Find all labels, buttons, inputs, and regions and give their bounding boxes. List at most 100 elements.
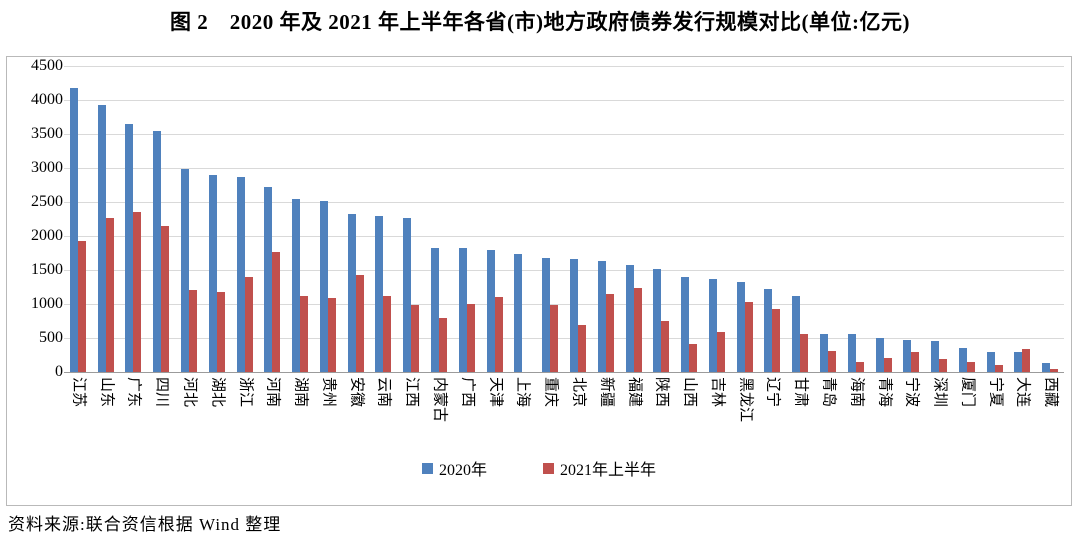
x-label-西藏: 西藏	[1042, 377, 1059, 408]
source-note: 资料来源:联合资信根据 Wind 整理	[8, 515, 282, 534]
plot-area	[64, 66, 1064, 373]
bar-2021h1-江苏	[77, 241, 86, 372]
bar-2021h1-黑龙江	[744, 302, 753, 372]
x-label-安徽: 安徽	[348, 377, 365, 408]
bar-2020-吉林	[708, 279, 717, 372]
x-label-宁夏: 宁夏	[987, 377, 1004, 408]
x-label-河北: 河北	[181, 377, 198, 408]
bar-2020-江苏	[69, 88, 78, 372]
x-label-黑龙江: 黑龙江	[737, 377, 754, 423]
bar-2020-安徽	[347, 214, 356, 372]
bar-group-重庆	[536, 66, 564, 372]
x-label-四川: 四川	[153, 377, 170, 408]
x-label-cell-福建: 福建	[620, 372, 648, 456]
x-label-内蒙古: 内蒙古	[431, 377, 448, 423]
y-tick-label-2500: 2500	[31, 193, 63, 210]
x-label-cell-上海: 上海	[509, 372, 537, 456]
x-label-cell-广东: 广东	[120, 372, 148, 456]
gridline-4500	[64, 66, 1064, 67]
x-label-cell-内蒙古: 内蒙古	[425, 372, 453, 456]
bar-group-宁夏	[981, 66, 1009, 372]
x-label-江西: 江西	[403, 377, 420, 408]
x-label-厦门: 厦门	[959, 377, 976, 408]
bar-group-深圳	[925, 66, 953, 372]
x-label-cell-青岛: 青岛	[814, 372, 842, 456]
gridline-2500	[64, 202, 1064, 203]
x-label-cell-大连: 大连	[1009, 372, 1037, 456]
x-label-cell-广西: 广西	[453, 372, 481, 456]
x-label-cell-贵州: 贵州	[314, 372, 342, 456]
bar-group-江西	[397, 66, 425, 372]
bar-2021h1-云南	[383, 296, 392, 372]
bar-2020-湖南	[292, 199, 301, 372]
x-axis-category-labels: 江苏 山东 广东 四川 河北 湖北 浙江 河南 湖南 贵州 安徽 云南 江西 内蒙古 广西 天津 上海 重庆 北京新…	[64, 372, 1064, 456]
bar-group-内蒙古	[425, 66, 453, 372]
bar-2021h1-重庆	[550, 305, 559, 372]
bar-2021h1-宁波	[911, 352, 920, 372]
x-label-cell-山东: 山东	[92, 372, 120, 456]
bar-2020-宁夏	[986, 352, 995, 372]
bar-group-上海	[509, 66, 537, 372]
bar-group-陕西	[647, 66, 675, 372]
bar-2020-河南	[264, 187, 273, 372]
bar-2020-内蒙古	[431, 248, 440, 372]
bar-2020-青海	[875, 338, 884, 372]
legend-item-2021h1: 2021年上半年	[543, 456, 656, 480]
x-label-上海: 上海	[514, 377, 531, 408]
bar-group-甘肃	[786, 66, 814, 372]
bar-group-山东	[92, 66, 120, 372]
bar-2021h1-西藏	[1050, 369, 1059, 372]
bar-2020-大连	[1014, 352, 1023, 372]
chart-frame: 0 500 1000 1500 2000 2500 3000 3500 4000 4500 江苏山…	[6, 56, 1072, 506]
x-label-江苏: 江苏	[70, 377, 87, 408]
bar-group-天津	[481, 66, 509, 372]
bar-2021h1-广西	[466, 304, 475, 372]
bar-group-河南	[258, 66, 286, 372]
x-label-cell-安徽: 安徽	[342, 372, 370, 456]
bar-2021h1-湖北	[216, 292, 225, 372]
x-label-cell-江苏: 江苏	[64, 372, 92, 456]
x-label-cell-深圳: 深圳	[925, 372, 953, 456]
x-label-广西: 广西	[459, 377, 476, 408]
x-label-深圳: 深圳	[931, 377, 948, 408]
bar-group-贵州	[314, 66, 342, 372]
bar-2020-北京	[569, 259, 578, 372]
bar-group-山西	[675, 66, 703, 372]
chart-legend: 2020年 2021年上半年	[7, 456, 1071, 480]
x-label-宁波: 宁波	[903, 377, 920, 408]
bar-2021h1-福建	[633, 288, 642, 372]
x-label-cell-黑龙江: 黑龙江	[731, 372, 759, 456]
bar-2020-深圳	[931, 341, 940, 372]
x-axis-line	[64, 372, 1064, 373]
bar-group-新疆	[592, 66, 620, 372]
x-label-cell-新疆: 新疆	[592, 372, 620, 456]
legend-swatch-2021h1	[543, 462, 554, 474]
bar-2020-广西	[458, 248, 467, 372]
x-label-新疆: 新疆	[598, 377, 615, 408]
bar-2021h1-深圳	[939, 359, 948, 372]
bar-2020-甘肃	[792, 296, 801, 372]
bar-2020-四川	[153, 131, 162, 372]
bar-2020-浙江	[236, 177, 245, 372]
bar-2021h1-内蒙古	[439, 318, 448, 372]
x-label-cell-西藏: 西藏	[1036, 372, 1064, 456]
x-label-cell-宁波: 宁波	[897, 372, 925, 456]
bar-group-湖南	[286, 66, 314, 372]
bar-2021h1-天津	[494, 297, 503, 372]
bar-group-广东	[120, 66, 148, 372]
bar-2021h1-四川	[161, 226, 170, 372]
bar-2020-西藏	[1042, 363, 1051, 372]
x-label-重庆: 重庆	[542, 377, 559, 408]
bar-2021h1-吉林	[716, 332, 725, 372]
bar-2020-河北	[181, 169, 190, 372]
bar-2021h1-贵州	[327, 298, 336, 372]
x-label-cell-云南: 云南	[370, 372, 398, 456]
x-label-cell-河南: 河南	[258, 372, 286, 456]
bar-2021h1-甘肃	[800, 334, 809, 372]
legend-swatch-2020	[421, 462, 433, 474]
x-label-广东: 广东	[125, 377, 142, 408]
x-label-北京: 北京	[570, 377, 587, 408]
bar-2020-山西	[681, 277, 690, 372]
x-label-福建: 福建	[626, 377, 643, 408]
